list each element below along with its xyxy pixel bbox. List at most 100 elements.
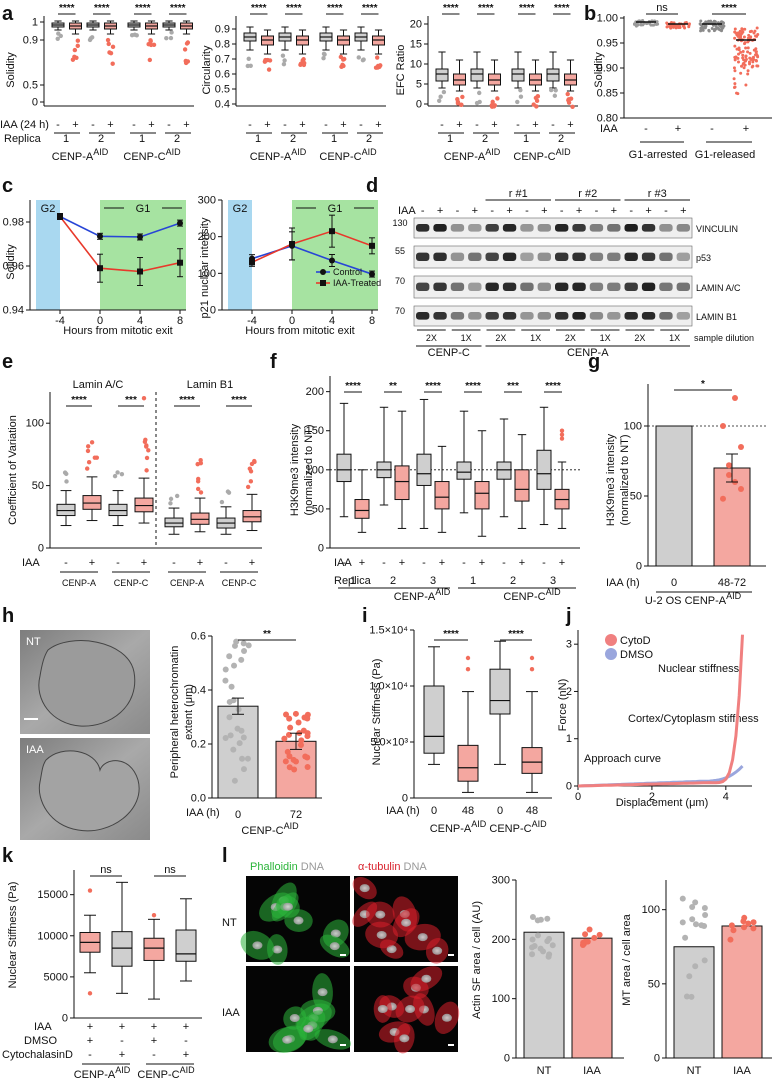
h-point-0 [240,734,247,741]
h-xtick-1: 72 [290,809,302,821]
b-point-3 [736,60,740,64]
a-group-a-2: CENP-AAID [250,147,307,163]
h-sig-label: ** [263,629,271,640]
i-box-1-box [457,744,479,782]
b-point-0 [645,22,649,26]
c-left-g1-band [100,200,186,310]
f-box-ctrl-3-box [456,461,472,480]
e-sign-6: - [224,557,228,569]
chart-layer: 00.50.91- + - + - + - +****1****2****1****20.40… [3,2,772,1077]
b-sign-1: + [675,123,681,135]
k-box-1-box [111,931,133,967]
l-bar2-point-0 [683,993,690,1000]
h-point-0 [230,746,237,753]
g-iaa-label: IAA (h) [606,577,640,589]
d-band-3-1 [433,312,447,320]
b-point-3 [746,72,750,76]
a-circ-tick-label: 0.7 [215,54,230,66]
b-point-0 [655,22,659,26]
f-rep-3: 1 [470,575,476,587]
b-point-3 [752,58,756,62]
c-left-control-point [137,233,143,240]
l-img-phalloidin-nt-nucleus [293,916,304,925]
i-box-3-box [521,747,543,774]
f-rep-4: 2 [510,575,516,587]
d-band-1-5 [502,252,517,261]
d-mw-2: 70 [395,276,405,286]
a-efc-tick-label: 0 [416,99,422,111]
d-band-3-9 [572,312,586,320]
g-caption: U-2 OS CENP-AAID [645,591,742,607]
c-left-tick-label: 0.96 [3,261,24,273]
g-tick-label: 100 [624,421,642,433]
b-point-3 [741,30,745,34]
b-point-3 [746,50,750,54]
a-circ-sig-2-label: **** [327,3,343,14]
d-blot-3 [413,305,693,327]
j-tick-label: 1 [566,733,572,745]
a-efc-sign-3: + [491,119,497,131]
a-efc-box-2-outlier [477,99,482,105]
a-sol-sig-3-label: **** [170,3,186,14]
a-efc-box-0-outlier [438,94,443,99]
g-bar-0 [655,425,693,567]
b-group-2: G1-released [695,149,756,161]
d-iaa-label: IAA [398,205,416,217]
d-lane-sign-1: + [437,205,443,217]
f-box-ctrl-0-box [336,453,352,483]
d-lane-sign-13: + [645,205,651,217]
c-left-ylabel: Solidity [5,244,17,280]
a-sol-box-3-outlier [106,41,111,47]
a-circ-box-4-outlier [322,52,327,57]
d-band-0-5 [502,224,517,232]
d-band-1-8 [555,252,569,261]
k-group-a: CENP-AAID [74,1065,131,1081]
e-box-3-outlier [144,455,150,461]
l-bar2-point-0 [701,904,708,911]
a-circ-replica-0: 1 [255,133,261,145]
c-right-treated-point [329,228,335,235]
e-group-1: CENP-C [114,578,149,588]
c-right-tick-label: 200 [198,231,216,243]
e-box-6-outlier [219,499,225,505]
b-sig-1-label: **** [721,3,737,14]
a-sol-box-0-outlier [55,36,60,41]
f-sign-9: + [519,557,525,569]
h-point-0 [233,638,240,645]
b-point-3 [747,60,751,64]
e-tick-label: 100 [26,418,44,430]
b-sign-0: - [644,123,648,135]
panel-e: Coefficient of Variation Lamin A/C Lamin… [7,379,233,569]
a-sol-box-3-outlier [105,37,111,43]
a-sol-box-2-outlier [89,35,95,40]
b-point-2 [707,29,711,33]
l-bar2-point-0 [702,912,709,919]
d-band-0-6 [520,224,534,232]
b-point-2 [699,19,703,23]
e-box-7-outlier [247,466,253,471]
f-ylabel: H3K9me3 intensity [289,423,301,516]
a-efc-box-5-outlier [534,98,540,104]
h-point-0 [240,640,247,647]
l-img-phalloidin-iaa-nucleus [303,1024,314,1033]
c-right-xtick-label: 0 [289,315,295,327]
b-tick-label: 1.00 [597,13,618,25]
a-efc-sign-1: + [456,119,462,131]
g-tick-label: 0 [636,561,642,573]
g-point [726,462,732,469]
a-circ-box-5-outlier [342,56,347,62]
l-bar1-tick-label: 200 [492,934,510,946]
d-band-1-4 [485,252,499,261]
l-img-phalloidin-iaa-nucleus [317,988,328,997]
b-point-3 [739,64,743,68]
b-point-3 [743,27,747,31]
g-point [738,444,744,450]
a-circ-box-1-outlier [263,57,268,63]
b-point-3 [742,35,746,39]
d-dil-0: 2X [426,333,437,343]
d-band-3-6 [520,312,534,320]
c-right-treated-point [249,259,255,266]
l-bar2-tick-label: 100 [642,904,660,916]
a-circ-sign-2: - [283,119,287,131]
